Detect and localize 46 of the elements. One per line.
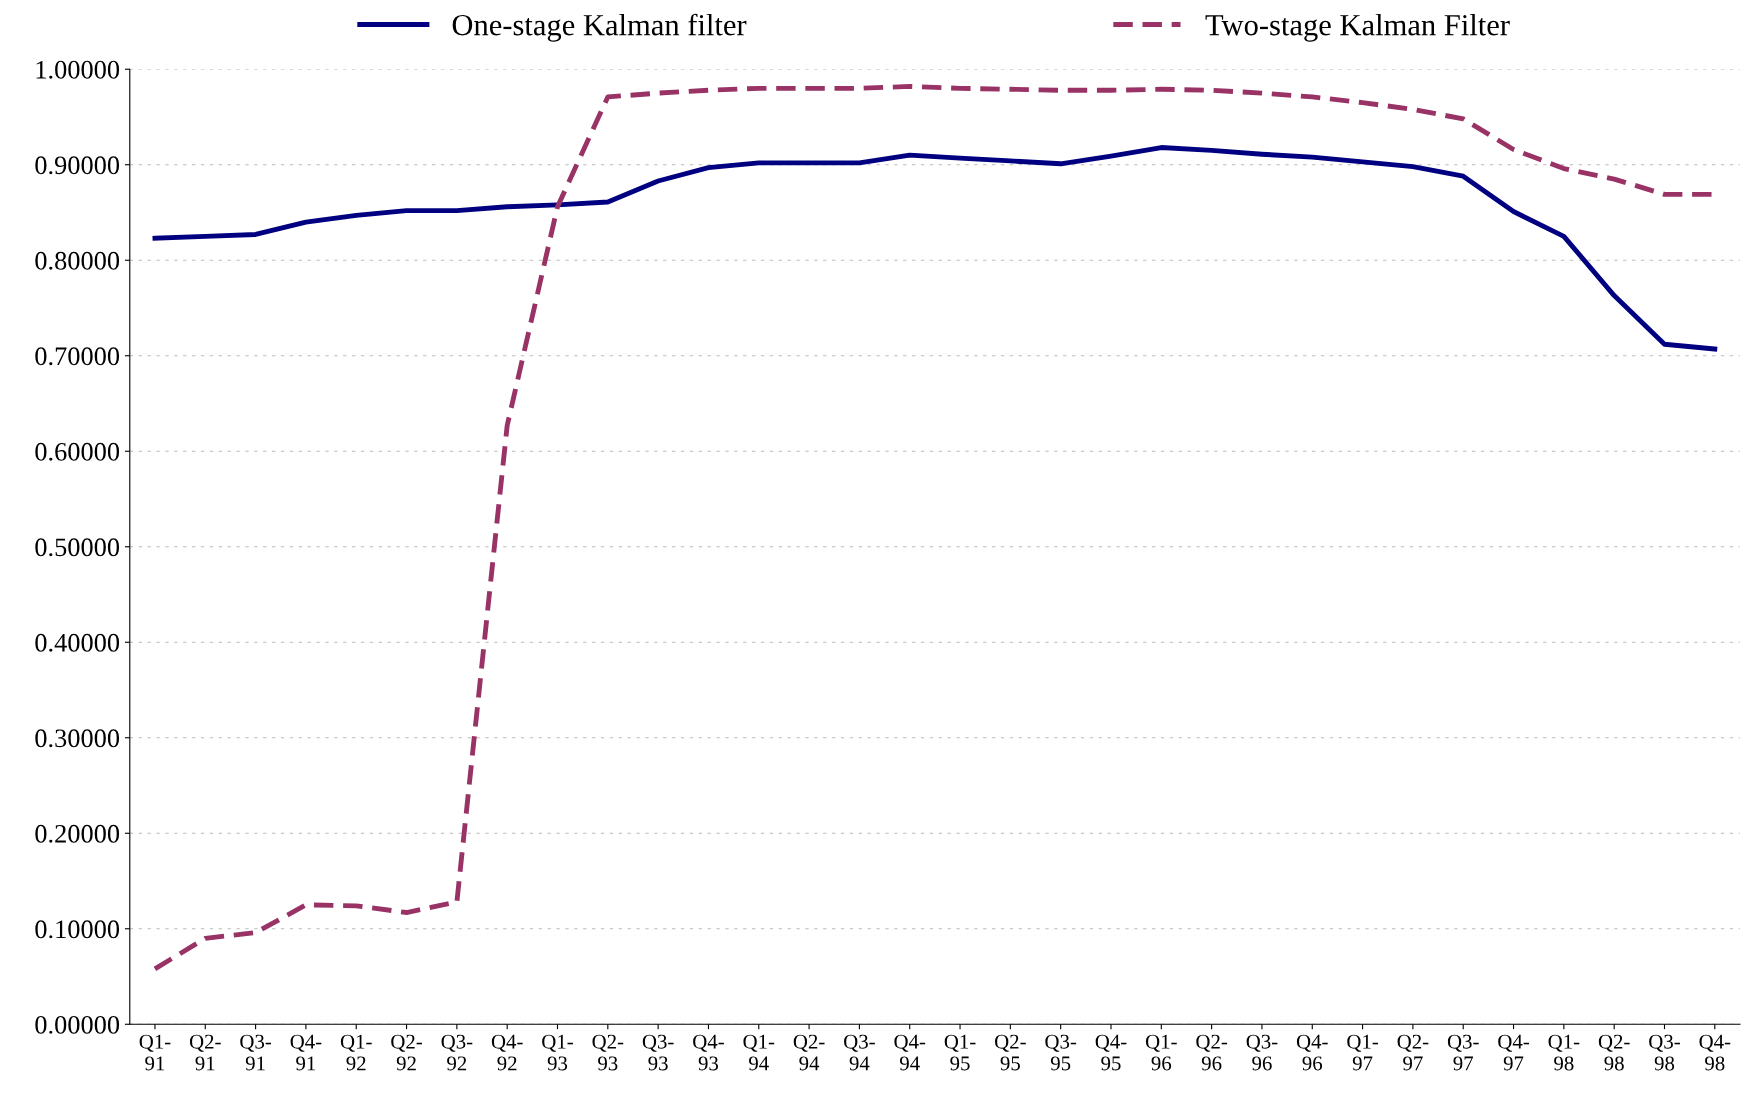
x-tick-label: Q1- 95 <box>944 1034 976 1071</box>
x-tick-label: Q3- 93 <box>642 1034 674 1071</box>
x-tick-label: Q3- 92 <box>441 1034 473 1071</box>
x-tick-label: Q4- 95 <box>1095 1034 1127 1071</box>
legend-label: Two-stage Kalman Filter <box>1205 13 1510 42</box>
x-tick-label: Q4- 91 <box>290 1034 322 1071</box>
y-tick-label: 0.50000 <box>35 538 120 557</box>
x-tick-label: Q2- 98 <box>1598 1034 1630 1071</box>
x-tick-label: Q4- 98 <box>1699 1034 1731 1071</box>
y-tick-label: 1.00000 <box>36 60 120 79</box>
y-tick-label: 0.90000 <box>35 156 120 175</box>
y-tick-label: 0.70000 <box>35 347 120 366</box>
y-tick-label: 0.60000 <box>35 442 120 461</box>
y-tick-label: 0.20000 <box>35 824 120 843</box>
x-tick-label: Q1- 98 <box>1548 1034 1580 1071</box>
x-tick-label: Q2- 92 <box>391 1034 422 1071</box>
x-tick-label: Q1- 97 <box>1347 1034 1379 1071</box>
x-tick-label: Q3- 97 <box>1447 1034 1479 1071</box>
x-tick-label: Q2- 97 <box>1397 1034 1429 1071</box>
y-tick-label: 0.40000 <box>35 633 120 652</box>
x-tick-label: Q2- 96 <box>1196 1034 1228 1071</box>
x-tick-label: Q2- 93 <box>592 1034 624 1071</box>
y-tick-label: 0.30000 <box>35 729 120 748</box>
x-tick-label: Q3- 98 <box>1649 1034 1680 1071</box>
line-series <box>152 145 1718 352</box>
y-tick-label: 0.10000 <box>35 920 120 939</box>
x-tick-label: Q4- 93 <box>693 1034 724 1071</box>
y-tick-label: 0.00000 <box>35 1015 120 1034</box>
x-tick-label: Q1- 96 <box>1145 1034 1177 1071</box>
x-tick-label: Q2- 91 <box>189 1034 221 1071</box>
x-tick-label: Q1- 93 <box>542 1034 573 1071</box>
x-tick-label: Q1- 94 <box>743 1034 775 1071</box>
x-tick-label: Q2- 94 <box>793 1034 825 1071</box>
x-tick-label: Q4- 92 <box>491 1034 523 1071</box>
x-tick-label: Q3- 91 <box>240 1034 272 1071</box>
x-tick-label: Q4- 96 <box>1296 1034 1328 1071</box>
x-tick-label: Q1- 92 <box>340 1034 372 1071</box>
x-tick-label: Q3- 94 <box>844 1034 875 1071</box>
x-tick-label: Q2- 95 <box>995 1034 1026 1071</box>
x-tick-label: Q4- 97 <box>1498 1034 1529 1071</box>
x-tick-label: Q1- 91 <box>139 1034 171 1071</box>
y-tick-label: 0.80000 <box>35 251 120 270</box>
x-tick-label: Q4- 94 <box>894 1034 926 1071</box>
x-tick-label: Q3- 95 <box>1045 1034 1077 1071</box>
legend-label: One-stage Kalman filter <box>452 13 747 42</box>
x-tick-label: Q3- 96 <box>1246 1034 1278 1071</box>
